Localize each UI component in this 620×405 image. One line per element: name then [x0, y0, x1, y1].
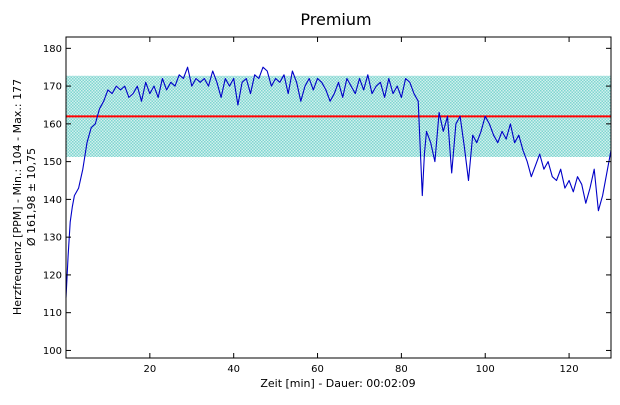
y-tick-label: 110	[43, 308, 62, 319]
x-tick-label: 60	[311, 364, 324, 375]
x-tick-label: 100	[476, 364, 495, 375]
x-tick-label: 120	[560, 364, 579, 375]
y-tick-label: 160	[43, 119, 62, 130]
y-tick-label: 170	[43, 82, 62, 93]
y-axis-label-line1: Herzfrequenz [PPM] - Min.: 104 - Max.: 1…	[11, 79, 24, 315]
x-axis-label: Zeit [min] - Dauer: 00:02:09	[260, 377, 415, 390]
series-layer	[65, 66, 612, 298]
x-tick-label: 40	[227, 364, 240, 375]
y-axis-ticks: 100 110 120 130 140 150 160 170 180	[43, 44, 611, 357]
y-tick-label: 150	[43, 157, 62, 168]
heart-rate-series-line	[65, 66, 612, 298]
y-axis-label-line2: Ø 161,98 ± 10,75	[25, 148, 38, 246]
y-tick-label: 120	[43, 270, 62, 281]
x-tick-label: 20	[143, 364, 156, 375]
y-tick-label: 180	[43, 44, 62, 55]
y-tick-label: 130	[43, 233, 62, 244]
chart-title: Premium	[300, 10, 371, 29]
x-tick-label: 80	[395, 364, 408, 375]
y-tick-label: 140	[43, 195, 62, 206]
plot-frame	[65, 36, 612, 359]
x-axis-ticks: 20 40 60 80 100 120	[143, 37, 579, 375]
y-tick-label: 100	[43, 346, 62, 357]
